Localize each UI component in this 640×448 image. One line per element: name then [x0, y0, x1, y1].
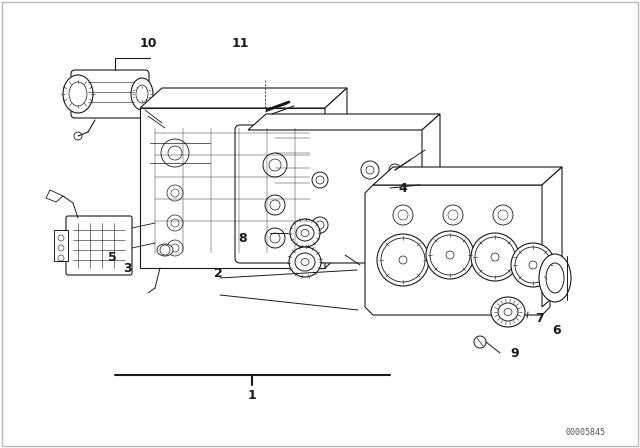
FancyBboxPatch shape	[66, 216, 132, 275]
Text: 9: 9	[510, 346, 518, 359]
Ellipse shape	[381, 238, 425, 282]
Text: 5: 5	[108, 250, 116, 263]
Circle shape	[160, 245, 170, 255]
Circle shape	[366, 166, 374, 174]
Circle shape	[443, 205, 463, 225]
Ellipse shape	[491, 297, 525, 327]
Polygon shape	[248, 114, 440, 130]
Polygon shape	[325, 88, 347, 268]
Circle shape	[74, 132, 82, 140]
Ellipse shape	[546, 263, 564, 293]
Circle shape	[498, 210, 508, 220]
Ellipse shape	[301, 258, 309, 266]
Polygon shape	[365, 185, 550, 315]
Text: 11: 11	[231, 36, 249, 49]
Circle shape	[361, 161, 379, 179]
Ellipse shape	[157, 244, 173, 256]
Circle shape	[270, 233, 280, 243]
Circle shape	[400, 212, 416, 228]
Circle shape	[393, 205, 413, 225]
Circle shape	[167, 185, 183, 201]
Bar	[270, 128, 315, 208]
Ellipse shape	[136, 85, 148, 103]
Circle shape	[448, 210, 458, 220]
Ellipse shape	[301, 229, 309, 237]
Circle shape	[167, 240, 183, 256]
Circle shape	[171, 219, 179, 227]
Text: 3: 3	[123, 262, 131, 275]
Ellipse shape	[63, 75, 93, 113]
Circle shape	[312, 217, 328, 233]
Ellipse shape	[498, 303, 518, 321]
Ellipse shape	[296, 225, 314, 241]
Circle shape	[171, 189, 179, 197]
FancyBboxPatch shape	[71, 70, 149, 118]
Ellipse shape	[161, 139, 189, 167]
Circle shape	[58, 255, 64, 261]
Circle shape	[58, 245, 64, 251]
Polygon shape	[140, 108, 325, 268]
Circle shape	[263, 153, 287, 177]
Ellipse shape	[446, 251, 454, 259]
Circle shape	[387, 187, 403, 203]
Circle shape	[493, 205, 513, 225]
Ellipse shape	[168, 146, 182, 160]
Ellipse shape	[475, 237, 515, 277]
Ellipse shape	[131, 78, 153, 110]
Text: 00005845: 00005845	[565, 427, 605, 436]
Circle shape	[312, 172, 328, 188]
Ellipse shape	[539, 254, 571, 302]
Text: 4: 4	[399, 181, 408, 194]
Circle shape	[316, 176, 324, 184]
Text: 8: 8	[238, 232, 247, 245]
Polygon shape	[373, 167, 562, 185]
Polygon shape	[422, 114, 440, 250]
Ellipse shape	[430, 235, 470, 275]
Ellipse shape	[504, 309, 512, 315]
Ellipse shape	[290, 219, 320, 247]
Circle shape	[270, 200, 280, 210]
FancyBboxPatch shape	[235, 125, 435, 263]
Circle shape	[265, 195, 285, 215]
Ellipse shape	[471, 233, 519, 281]
Ellipse shape	[295, 253, 315, 271]
Circle shape	[474, 336, 486, 348]
Text: 2: 2	[214, 267, 223, 280]
Ellipse shape	[529, 261, 537, 269]
Circle shape	[389, 164, 401, 176]
Text: 6: 6	[553, 323, 561, 336]
Circle shape	[265, 228, 285, 248]
Circle shape	[316, 221, 324, 229]
Ellipse shape	[511, 243, 555, 287]
Ellipse shape	[377, 234, 429, 286]
Polygon shape	[54, 230, 68, 261]
Ellipse shape	[69, 82, 87, 106]
Circle shape	[392, 167, 398, 173]
Text: 7: 7	[535, 311, 544, 324]
Text: 10: 10	[140, 36, 157, 49]
Text: 1: 1	[248, 388, 257, 401]
Ellipse shape	[515, 247, 551, 283]
Circle shape	[167, 215, 183, 231]
Circle shape	[404, 216, 412, 224]
Ellipse shape	[426, 231, 474, 279]
Polygon shape	[542, 167, 562, 307]
Ellipse shape	[491, 253, 499, 261]
Circle shape	[269, 159, 281, 171]
Ellipse shape	[399, 256, 407, 264]
Circle shape	[171, 244, 179, 252]
Circle shape	[58, 235, 64, 241]
Ellipse shape	[289, 247, 321, 277]
Polygon shape	[46, 190, 63, 202]
Circle shape	[391, 191, 399, 199]
Circle shape	[398, 210, 408, 220]
Polygon shape	[140, 88, 347, 108]
